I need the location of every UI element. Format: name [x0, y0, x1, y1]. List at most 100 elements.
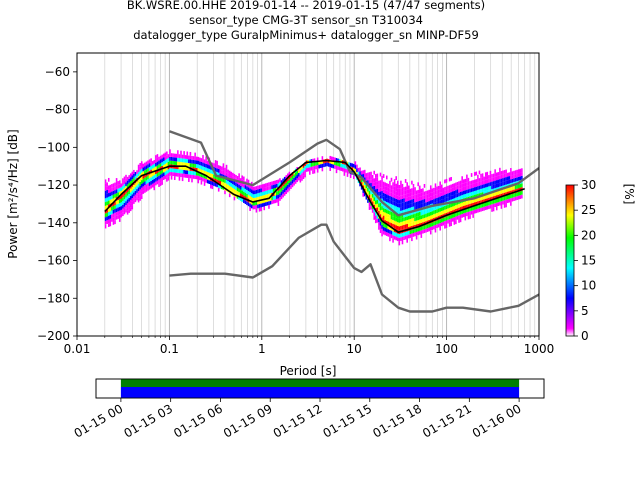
heatmap-cell [392, 201, 394, 205]
heatmap-cell [276, 191, 278, 196]
heatmap-cell [428, 189, 430, 194]
heatmap-cell [359, 171, 361, 176]
heatmap-cell [243, 187, 245, 192]
heatmap-cell [425, 198, 427, 203]
heatmap-cell [147, 179, 149, 184]
heatmap-cell [217, 176, 220, 181]
heatmap-cell [406, 189, 408, 194]
heatmap-cell [137, 191, 140, 195]
heatmap-cell [472, 180, 474, 184]
heatmap-cell [298, 176, 300, 181]
heatmap-cell [403, 209, 405, 214]
timeline-tick-label: 01-16 00 [470, 401, 524, 440]
heatmap-cell [158, 160, 160, 165]
heatmap-cell [484, 194, 487, 199]
heatmap-cell [390, 223, 393, 227]
heatmap-cell [161, 154, 163, 159]
heatmap-cell [254, 194, 256, 198]
heatmap-cell [222, 182, 225, 186]
heatmap-cell [404, 235, 407, 240]
heatmap-cell [418, 200, 421, 205]
heatmap-cell [382, 185, 385, 190]
heatmap-cell [186, 151, 189, 156]
heatmap-cell [312, 162, 314, 167]
heatmap-cell [461, 183, 463, 188]
heatmap-cell [480, 204, 482, 208]
heatmap-cell [133, 200, 135, 204]
heatmap-cell [411, 237, 413, 242]
heatmap-cell [393, 190, 396, 195]
heatmap-cell [271, 181, 273, 186]
heatmap-cell [407, 219, 410, 224]
chart-title-line-2: sensor_type CMG-3T sensor_sn T310034 [189, 13, 423, 27]
x-tick-label: 1000 [524, 342, 555, 356]
heatmap-cell [236, 183, 239, 188]
heatmap-cell [494, 169, 496, 174]
heatmap-cell [246, 193, 248, 198]
heatmap-cell [153, 178, 156, 183]
heatmap-cell [473, 187, 476, 191]
heatmap-cell [400, 207, 402, 211]
heatmap-cell [393, 216, 396, 221]
heatmap-cell [239, 189, 242, 194]
heatmap-cell [470, 203, 473, 208]
line-nhnm [169, 223, 539, 313]
heatmap-cell [440, 207, 443, 212]
heatmap-cell [247, 187, 250, 192]
heatmap-cell [384, 220, 386, 224]
timeline-tick-label: 01-15 09 [221, 401, 275, 440]
heatmap-cell [136, 196, 138, 201]
heatmap-cell [337, 162, 339, 167]
heatmap-cell [417, 212, 419, 217]
heatmap-cell [376, 218, 379, 223]
heatmap-cell [431, 207, 434, 212]
heatmap-cell [475, 201, 478, 206]
heatmap-cell [494, 180, 496, 185]
heatmap-cell [412, 233, 415, 237]
heatmap-cell [466, 204, 468, 209]
heatmap-cell [316, 157, 319, 162]
heatmap-cell [271, 200, 273, 205]
heatmap-cell [381, 191, 383, 195]
heatmap-cell [431, 199, 434, 204]
heatmap-cell [374, 200, 377, 205]
heatmap-cell [453, 183, 456, 188]
heatmap-cell [104, 224, 107, 229]
heatmap-cell [167, 173, 170, 177]
heatmap-cell [414, 206, 416, 210]
heatmap-cell [211, 173, 214, 178]
heatmap-cell [122, 212, 124, 217]
heatmap-cell [389, 180, 391, 185]
heatmap-cell [370, 190, 372, 195]
heatmap-cell [411, 203, 413, 208]
heatmap-cell [277, 190, 280, 195]
heatmap-cell [167, 169, 170, 174]
heatmap-cell [122, 204, 124, 209]
heatmap-cell [478, 204, 481, 209]
heatmap-cell [426, 224, 429, 229]
heatmap-cell [315, 165, 317, 170]
heatmap-cell [503, 173, 506, 178]
colorbar-tick-label: 5 [581, 304, 589, 318]
heatmap-cell [324, 162, 327, 167]
heatmap-cell [188, 155, 190, 160]
heatmap-cell [371, 186, 374, 191]
timeline-tick-label: 01-15 00 [72, 401, 126, 440]
heatmap-cell [274, 195, 277, 200]
heatmap-cell [492, 203, 495, 208]
heatmap-cell [395, 232, 397, 237]
heatmap-cell [469, 192, 471, 197]
heatmap-cell [385, 198, 388, 203]
heatmap-cell [104, 217, 107, 221]
heatmap-cell [401, 240, 404, 245]
heatmap-cell [423, 202, 426, 207]
heatmap-cell [109, 196, 112, 200]
heatmap-cell [371, 175, 374, 179]
heatmap-cell [395, 202, 397, 207]
heatmap-cell [173, 168, 176, 173]
heatmap-cell [415, 190, 418, 195]
heatmap-cell [467, 211, 470, 216]
heatmap-cell [376, 207, 379, 212]
heatmap-cell [448, 204, 451, 208]
